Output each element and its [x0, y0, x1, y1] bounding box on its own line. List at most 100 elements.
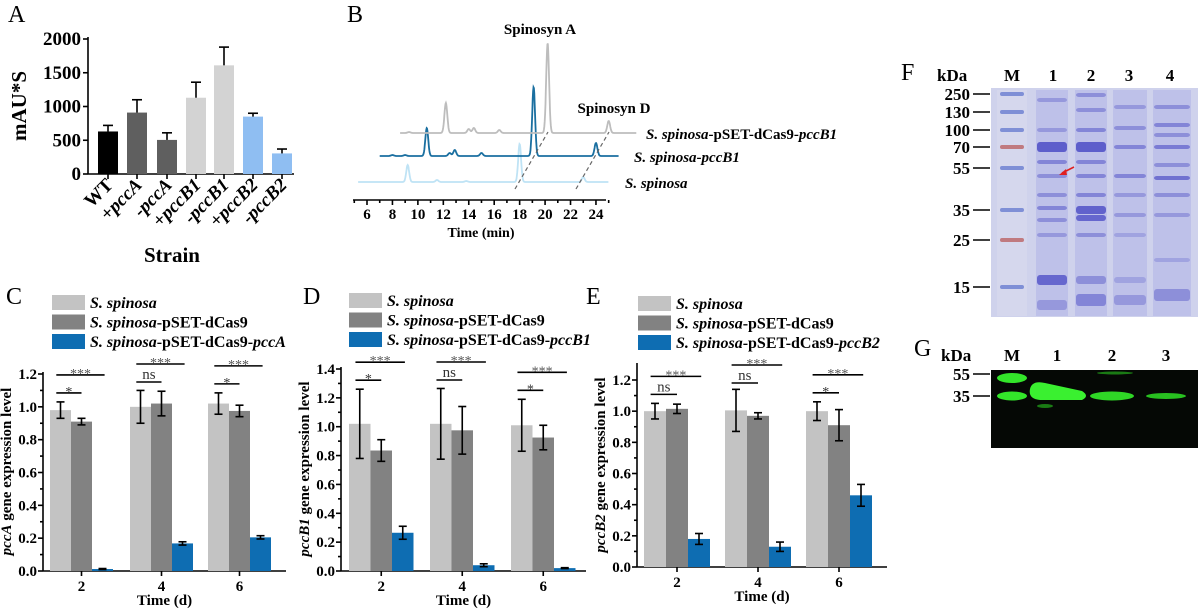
lane-label: 3 — [1162, 346, 1171, 365]
bar — [688, 538, 710, 567]
bar — [250, 537, 271, 571]
x-tick-label: 2 — [78, 579, 86, 595]
legend-species: S. spinosa — [387, 293, 454, 310]
trace-label-species: S. spinosa — [634, 150, 697, 166]
lane-label: 2 — [1108, 346, 1117, 365]
x-axis-label: Strain — [144, 243, 200, 267]
marker-band — [1000, 110, 1024, 114]
bar — [370, 450, 392, 571]
significance-label: *** — [228, 358, 249, 373]
x-tick-label: 18 — [512, 207, 527, 223]
x-tick-label: 6 — [236, 579, 244, 595]
significance-label: * — [65, 385, 72, 400]
legend-plasmid: -pSET-dCas9 — [454, 313, 545, 330]
bar — [392, 532, 414, 571]
significance-label: ns — [657, 379, 671, 395]
marker-band — [997, 391, 1027, 401]
bar — [747, 415, 769, 567]
legend-label: S. spinosa — [387, 293, 454, 310]
blot-image — [991, 370, 1198, 448]
y-tick-label: 1.2 — [612, 373, 631, 389]
protein-band — [1154, 163, 1190, 167]
bar — [127, 112, 147, 174]
y-tick-label: 0.0 — [612, 560, 631, 576]
significance-label: *** — [370, 354, 391, 369]
x-tick-label: 12 — [436, 207, 451, 223]
significance-label: *** — [451, 354, 472, 369]
legend-label: S. spinosa-pSET-dCas9-pccB1 — [387, 332, 591, 349]
marker-band — [1000, 128, 1024, 132]
y-axis-label: pccA gene expression level — [0, 388, 15, 558]
trace-label-plasmid: -pSET-dCas9- — [709, 127, 799, 143]
x-axis-label: Time (d) — [137, 593, 192, 609]
bar — [243, 116, 263, 174]
peak-annotation: Spinosyn D — [578, 101, 651, 117]
peak-annotation: Spinosyn A — [504, 22, 576, 38]
trace-label-gene: pccB1 — [797, 127, 837, 143]
significance-label: *** — [70, 367, 91, 382]
protein-band — [1076, 142, 1106, 152]
unit-label: kDa — [941, 346, 972, 365]
x-tick-label: 10 — [410, 207, 425, 223]
marker-label: 25 — [953, 231, 970, 250]
panel-label-b: B — [347, 2, 363, 28]
protein-band — [1037, 128, 1067, 132]
marker-label: 250 — [945, 85, 971, 104]
marker-band — [1000, 145, 1024, 149]
bar — [532, 437, 554, 571]
x-tick-label: 4 — [459, 579, 467, 595]
bar — [272, 153, 292, 174]
panel-label-f: F — [901, 60, 914, 86]
y-tick-label: 0.2 — [18, 531, 37, 547]
protein-band — [1154, 213, 1190, 217]
legend-swatch — [638, 315, 671, 331]
protein-band — [1114, 277, 1146, 283]
bar — [666, 408, 688, 567]
marker-label: 55 — [953, 365, 970, 384]
protein-band — [1076, 233, 1106, 237]
bar — [349, 423, 371, 571]
y-tick-label: 0.4 — [18, 498, 37, 514]
legend-gene: pccA — [251, 334, 286, 351]
y-axis-label-gene: pccA — [0, 524, 15, 557]
significance-label: *** — [532, 364, 553, 379]
protein-band — [1076, 215, 1106, 221]
legend-label: S. spinosa-pSET-dCas9 — [387, 313, 545, 330]
protein-band — [1037, 233, 1067, 237]
chart-d: 0.00.20.40.60.81.01.21.4****2ns***4****6… — [297, 293, 591, 609]
marker-label: 35 — [953, 201, 970, 220]
y-tick-label: 0.4 — [612, 498, 631, 514]
bar — [511, 425, 533, 571]
y-axis-label-gene: pccB2 — [593, 514, 609, 555]
y-axis-label-gene: pccB1 — [297, 518, 313, 558]
trace-label: S. spinosa — [625, 176, 688, 192]
protein-band — [1037, 160, 1067, 164]
legend-species: S. spinosa — [90, 315, 157, 332]
y-axis-label: pccB1 gene expression level — [297, 381, 313, 558]
trace-label-species: S. spinosa — [625, 176, 688, 192]
y-tick-label: 2000 — [43, 29, 81, 50]
marker-band — [997, 373, 1027, 383]
legend-plasmid: -pSET-dCas9- — [454, 332, 550, 349]
lane-label: 3 — [1125, 66, 1134, 85]
legend-swatch — [52, 295, 85, 310]
significance-label: * — [223, 376, 230, 391]
x-tick-label: 16 — [487, 207, 503, 223]
lane-label: 1 — [1049, 66, 1058, 85]
y-tick-label: 1.4 — [316, 362, 335, 378]
legend-swatch — [52, 314, 85, 330]
y-tick-label: 0.8 — [18, 433, 37, 449]
chromatogram-trace — [400, 43, 637, 134]
bar — [473, 565, 495, 571]
legend-label: S. spinosa-pSET-dCas9 — [90, 315, 248, 332]
protein-band — [1037, 300, 1067, 310]
legend-species: S. spinosa — [387, 313, 454, 330]
protein-band — [1154, 193, 1190, 197]
x-tick-label: 24 — [588, 207, 604, 223]
bar — [769, 546, 791, 567]
x-tick-label: 6 — [835, 575, 843, 591]
legend-swatch — [638, 296, 671, 311]
marker-label: 55 — [953, 159, 970, 178]
chromatogram-trace — [358, 141, 609, 183]
